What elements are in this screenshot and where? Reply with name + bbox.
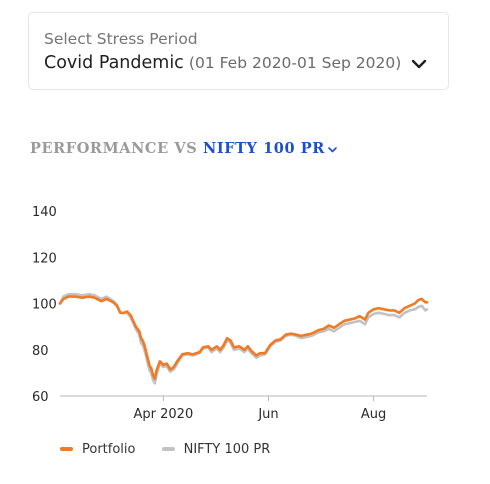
chevron-down-icon[interactable] (408, 53, 430, 75)
y-tick-label: 120 (32, 251, 57, 266)
chart-legend: Portfolio NIFTY 100 PR (60, 440, 292, 457)
legend-label-benchmark: NIFTY 100 PR (183, 441, 271, 457)
y-tick-label: 60 (32, 390, 49, 405)
stress-period-name: Covid Pandemic (44, 53, 184, 73)
stress-period-label: Select Stress Period (44, 30, 198, 48)
x-tick-label: Apr 2020 (134, 407, 194, 422)
legend-label-portfolio: Portfolio (82, 441, 136, 457)
y-tick-label: 140 (32, 205, 57, 220)
stress-period-select[interactable]: Select Stress Period Covid Pandemic (01 … (28, 12, 449, 90)
performance-prefix: PERFORMANCE VS (30, 140, 198, 157)
legend-item-portfolio: Portfolio (60, 442, 135, 457)
x-tick-label: Aug (361, 407, 386, 422)
y-tick-label: 100 (32, 298, 57, 313)
legend-swatch-benchmark (161, 447, 175, 451)
stress-period-value: Covid Pandemic (01 Feb 2020-01 Sep 2020) (44, 53, 401, 73)
chevron-down-icon (328, 146, 337, 152)
stress-period-range: (01 Feb 2020-01 Sep 2020) (188, 54, 402, 72)
benchmark-selector[interactable]: NIFTY 100 PR (203, 140, 338, 157)
benchmark-name: NIFTY 100 PR (202, 140, 325, 157)
legend-item-benchmark: NIFTY 100 PR (161, 441, 271, 457)
performance-chart: 60 80 100 120 140 Apr 2020 Jun Aug (32, 205, 429, 422)
y-tick-label: 80 (32, 344, 49, 359)
series-line-benchmark (58, 292, 429, 385)
performance-header: PERFORMANCE VS NIFTY 100 PR (30, 140, 338, 157)
legend-swatch-portfolio (60, 447, 73, 451)
series-line-portfolio (58, 295, 429, 380)
x-tick-label: Jun (257, 407, 278, 422)
